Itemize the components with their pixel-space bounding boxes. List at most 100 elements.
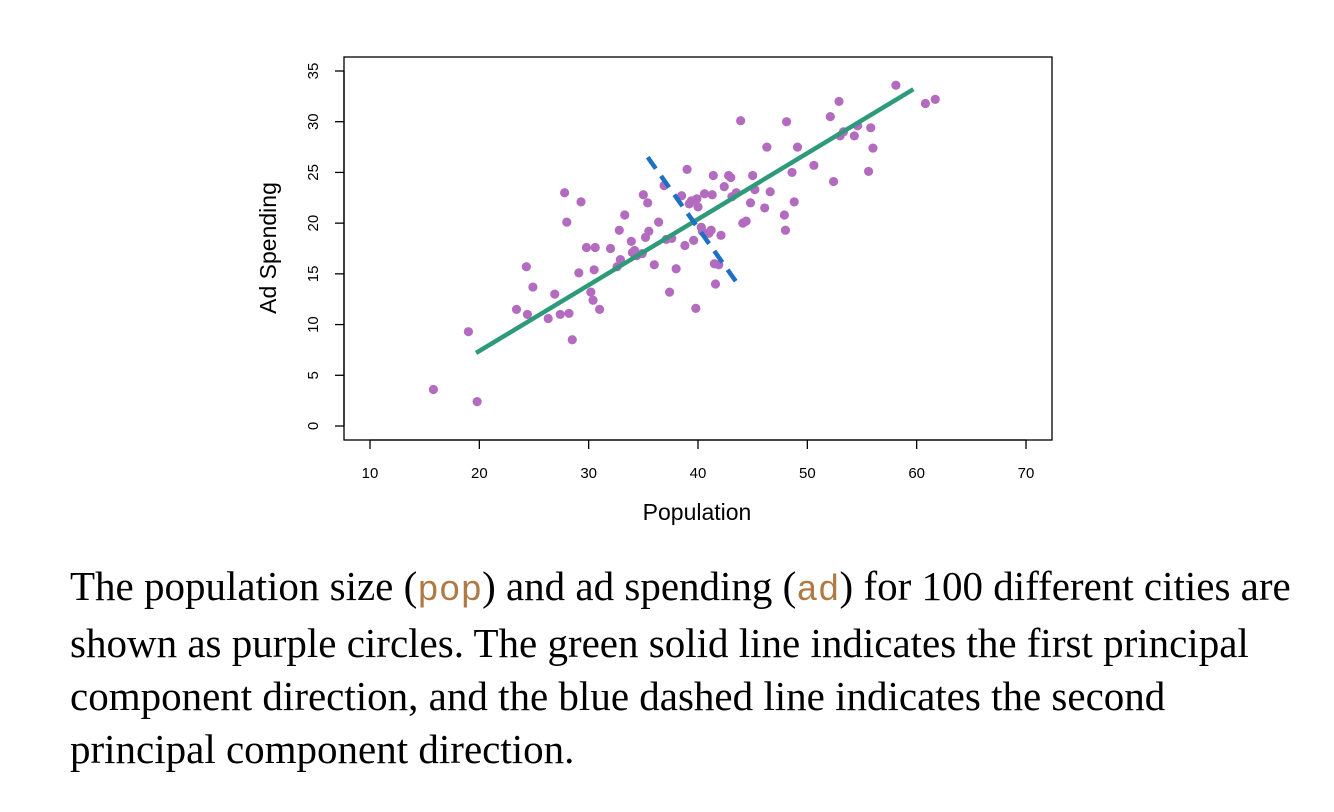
data-point (463, 327, 473, 337)
data-point (649, 260, 659, 270)
caption-text-3: ) for 100 different cities are shown as … (70, 563, 1291, 772)
data-point (741, 216, 751, 226)
data-point (726, 172, 736, 183)
data-point (736, 116, 746, 126)
data-point (528, 282, 538, 292)
data-point (682, 164, 692, 174)
data-point (930, 94, 940, 104)
data-point (574, 268, 584, 278)
y-axis-ticks: 0 5 10 15 20 25 30 35 (305, 63, 345, 430)
y-tick-label: 35 (305, 63, 322, 80)
data-point (638, 190, 648, 200)
second-pc-line (645, 155, 741, 287)
data-point (789, 197, 799, 207)
y-tick-label: 10 (305, 316, 322, 333)
data-point (781, 117, 792, 127)
data-point (654, 217, 664, 227)
principal-component-lines (474, 87, 915, 355)
data-point (707, 190, 717, 200)
data-point (643, 198, 653, 208)
data-point (521, 262, 531, 272)
data-point (809, 160, 819, 170)
data-point (787, 167, 797, 178)
figure-caption: The population size (pop) and ad spendin… (70, 560, 1310, 776)
caption-code-pop: pop (417, 570, 483, 611)
data-point (779, 210, 789, 220)
data-point (689, 235, 699, 245)
y-axis-title: Ad Spending (255, 182, 281, 314)
data-point (745, 198, 756, 208)
data-point (562, 217, 572, 227)
data-point (716, 230, 726, 240)
data-point (644, 226, 654, 236)
x-tick-label: 50 (799, 465, 816, 482)
data-point (576, 197, 586, 207)
data-point (680, 240, 690, 251)
data-point (550, 289, 560, 299)
data-point (590, 242, 600, 253)
x-tick-label: 30 (580, 465, 597, 482)
data-point (626, 236, 636, 246)
data-point (691, 303, 701, 313)
data-point (765, 187, 775, 197)
data-point (581, 242, 592, 253)
data-point (762, 142, 772, 152)
x-tick-label: 60 (908, 465, 925, 482)
data-point (849, 131, 859, 141)
x-tick-label: 40 (690, 465, 707, 482)
data-point (671, 264, 681, 274)
data-point (595, 304, 605, 314)
data-point (428, 384, 439, 395)
caption-code-ad: ad (796, 570, 840, 611)
data-point (555, 309, 565, 320)
data-point (620, 210, 630, 220)
data-point (692, 194, 702, 204)
data-point (780, 225, 791, 235)
data-point (511, 304, 522, 314)
caption-text-1: The population size ( (70, 563, 418, 609)
data-point (589, 265, 599, 275)
y-tick-label: 15 (305, 266, 322, 283)
x-tick-label: 70 (1018, 465, 1035, 482)
data-point (706, 225, 716, 235)
y-tick-label: 5 (305, 371, 322, 379)
x-tick-label: 10 (362, 465, 379, 482)
data-point (792, 142, 803, 152)
data-point (605, 243, 616, 254)
data-point (522, 309, 533, 320)
data-point (863, 166, 874, 177)
y-tick-label: 30 (305, 113, 322, 130)
data-point (828, 176, 839, 187)
data-point (586, 287, 596, 297)
caption-text-2: ) and ad spending ( (482, 563, 797, 609)
data-point (891, 80, 901, 90)
data-points (428, 80, 940, 407)
data-point (868, 143, 878, 153)
x-tick-label: 20 (471, 465, 488, 482)
data-point (588, 295, 598, 305)
data-point (664, 287, 675, 297)
data-point (560, 188, 570, 198)
y-tick-label: 20 (305, 215, 322, 232)
data-point (760, 203, 770, 213)
data-point (567, 335, 577, 345)
data-point (866, 123, 876, 133)
data-point (825, 112, 835, 122)
y-tick-label: 25 (305, 164, 322, 181)
data-point (719, 182, 729, 192)
data-point (710, 279, 721, 289)
data-point (920, 98, 931, 109)
data-point (693, 202, 703, 212)
x-axis-ticks: 10 20 30 40 50 60 70 (362, 439, 1035, 482)
data-point (543, 313, 553, 324)
data-point (708, 170, 718, 181)
x-axis-title: Population (643, 499, 752, 525)
data-point (564, 308, 574, 319)
data-point (614, 225, 624, 235)
data-point (699, 189, 710, 199)
data-point (472, 397, 482, 407)
y-tick-label: 0 (305, 422, 322, 430)
data-point (748, 170, 758, 181)
data-point (834, 96, 844, 107)
scatter-plot: 10 20 30 40 50 60 70 0 5 10 15 20 25 30 35 Population… (255, 56, 1053, 525)
